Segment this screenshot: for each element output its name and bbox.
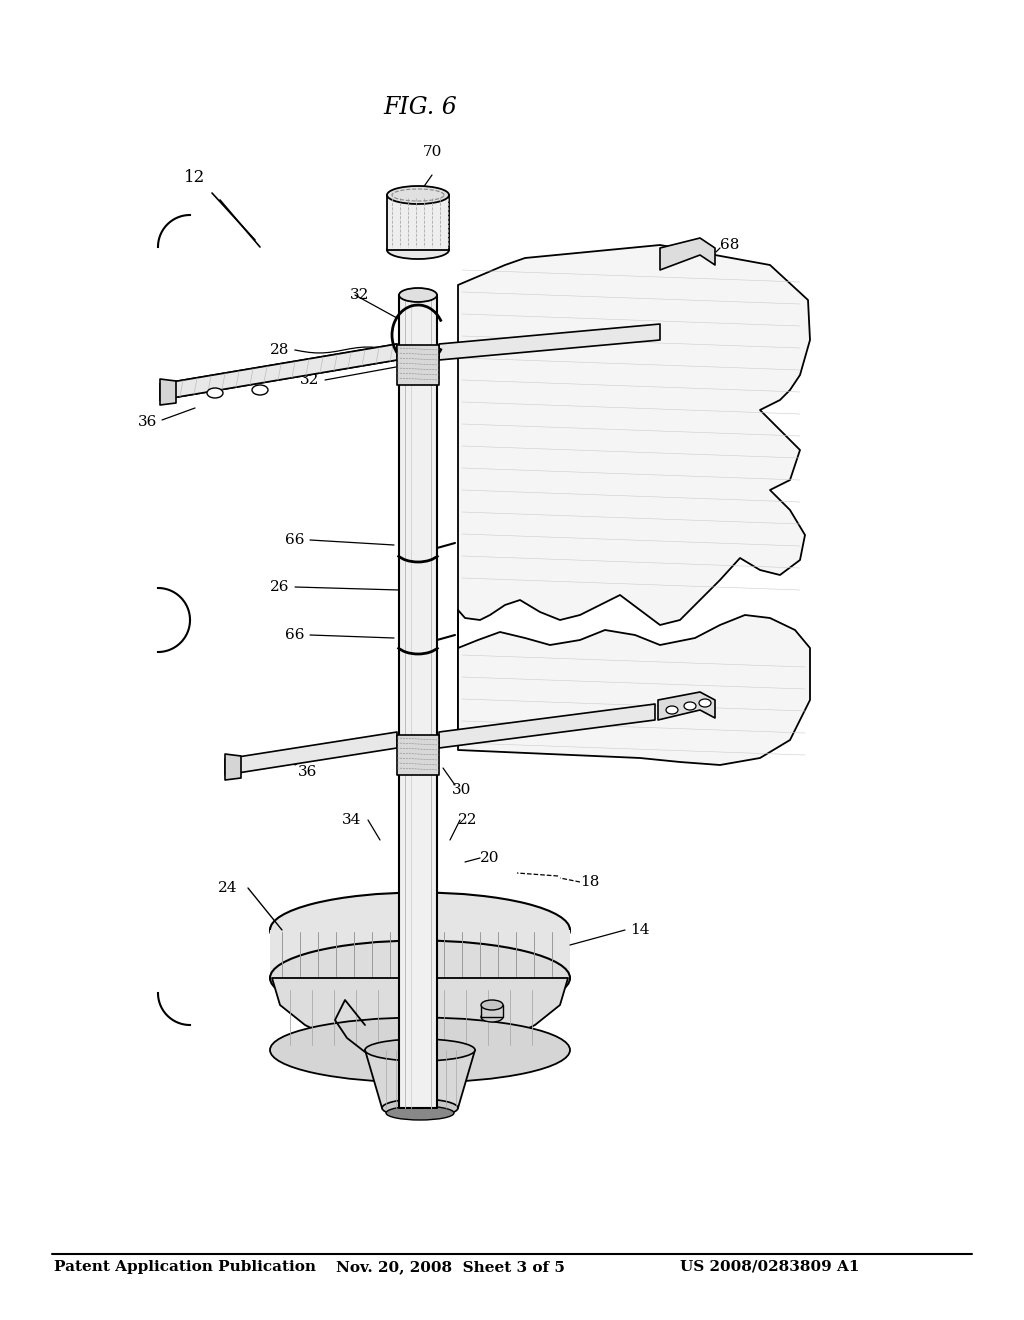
Ellipse shape bbox=[365, 1039, 475, 1061]
Ellipse shape bbox=[699, 700, 711, 708]
Text: US 2008/0283809 A1: US 2008/0283809 A1 bbox=[680, 1261, 860, 1274]
Text: 18: 18 bbox=[581, 875, 600, 888]
Text: 68: 68 bbox=[720, 238, 739, 252]
Polygon shape bbox=[272, 978, 568, 1049]
Polygon shape bbox=[397, 345, 439, 385]
Ellipse shape bbox=[386, 1106, 454, 1119]
Polygon shape bbox=[160, 345, 397, 400]
Polygon shape bbox=[399, 294, 437, 1107]
Text: 34: 34 bbox=[342, 813, 361, 828]
Ellipse shape bbox=[481, 1012, 503, 1022]
Polygon shape bbox=[270, 931, 570, 978]
Polygon shape bbox=[439, 704, 655, 748]
Polygon shape bbox=[397, 735, 439, 775]
Text: FIG. 6: FIG. 6 bbox=[383, 95, 457, 119]
Ellipse shape bbox=[207, 388, 223, 399]
Ellipse shape bbox=[684, 702, 696, 710]
Text: 20: 20 bbox=[480, 851, 500, 865]
Polygon shape bbox=[458, 615, 810, 766]
Ellipse shape bbox=[252, 385, 268, 395]
Text: 68: 68 bbox=[720, 673, 739, 686]
Text: 16: 16 bbox=[525, 1003, 545, 1016]
Ellipse shape bbox=[270, 892, 570, 968]
Text: 66: 66 bbox=[286, 628, 305, 642]
Polygon shape bbox=[225, 733, 397, 775]
Ellipse shape bbox=[399, 288, 437, 302]
Text: 26: 26 bbox=[270, 579, 290, 594]
Text: 36: 36 bbox=[518, 681, 538, 696]
Polygon shape bbox=[387, 195, 449, 249]
Text: 36: 36 bbox=[138, 414, 158, 429]
Polygon shape bbox=[481, 1005, 503, 1016]
Text: 12: 12 bbox=[184, 169, 206, 186]
Text: 28: 28 bbox=[270, 343, 290, 356]
Ellipse shape bbox=[387, 242, 449, 259]
Text: 36: 36 bbox=[520, 304, 540, 317]
Polygon shape bbox=[658, 692, 715, 719]
Ellipse shape bbox=[481, 1001, 503, 1010]
Text: 66: 66 bbox=[286, 533, 305, 546]
Polygon shape bbox=[225, 754, 241, 780]
Text: 32: 32 bbox=[350, 288, 370, 302]
Polygon shape bbox=[660, 238, 715, 271]
Text: 70: 70 bbox=[422, 145, 441, 158]
Text: 64: 64 bbox=[683, 453, 702, 467]
Text: 36: 36 bbox=[298, 766, 317, 779]
Ellipse shape bbox=[387, 186, 449, 205]
Ellipse shape bbox=[666, 706, 678, 714]
Ellipse shape bbox=[382, 1100, 458, 1117]
Ellipse shape bbox=[270, 940, 570, 1015]
Text: Nov. 20, 2008  Sheet 3 of 5: Nov. 20, 2008 Sheet 3 of 5 bbox=[336, 1261, 564, 1274]
Text: Patent Application Publication: Patent Application Publication bbox=[54, 1261, 316, 1274]
Polygon shape bbox=[439, 323, 660, 360]
Polygon shape bbox=[160, 379, 176, 405]
Text: 14: 14 bbox=[630, 923, 650, 937]
Polygon shape bbox=[365, 1049, 475, 1107]
Text: 24: 24 bbox=[218, 880, 238, 895]
Text: 32: 32 bbox=[300, 374, 319, 387]
Ellipse shape bbox=[270, 1018, 570, 1082]
Text: 30: 30 bbox=[453, 783, 472, 797]
Polygon shape bbox=[458, 246, 810, 730]
Text: 22: 22 bbox=[459, 813, 478, 828]
